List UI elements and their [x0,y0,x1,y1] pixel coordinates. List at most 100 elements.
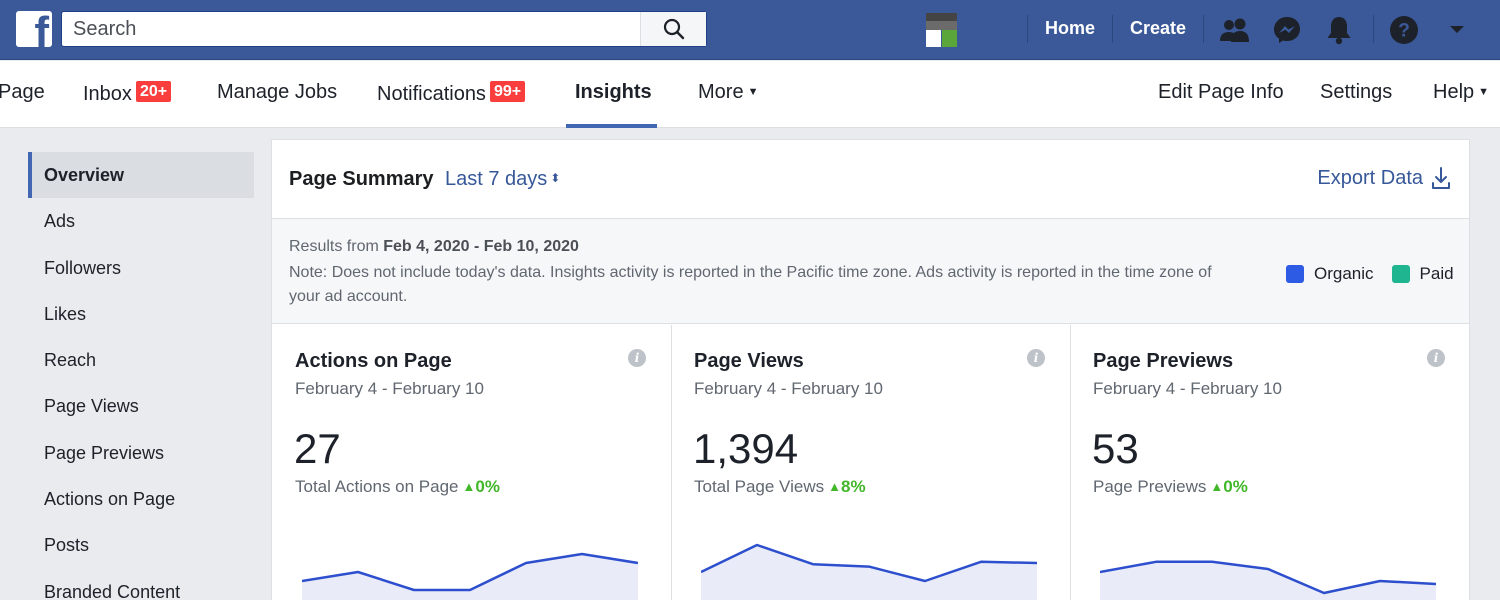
sparkline-line [701,543,1037,583]
metric-change-value: 0% [1223,477,1248,496]
sidebar-item-reach[interactable]: Reach [44,350,97,371]
tab-notifications[interactable]: Notifications 99+ [377,81,526,106]
metric-sub-label: Total Actions on Page [295,477,459,496]
notifications-bell-icon[interactable] [1322,13,1356,47]
search-button[interactable] [640,12,706,46]
sparkline-chart [1100,560,1436,600]
help-question-icon[interactable]: ? [1387,13,1421,47]
account-menu-chevron-icon[interactable] [1440,13,1474,47]
metric-sub-label: Page Previews [1093,477,1207,496]
download-icon [1432,167,1450,189]
nav-divider [1027,15,1028,43]
results-date-range: Results from Feb 4, 2020 - Feb 10, 2020 [289,238,579,256]
triangle-up-icon: ▲ [462,479,476,494]
info-icon[interactable]: i [628,349,646,367]
search-input[interactable] [62,12,640,46]
metric-title: Page Previews [1093,350,1234,372]
legend-organic-label: Organic [1314,264,1374,283]
caret-down-icon: ▼ [747,86,759,98]
top-navigation-bar: f Home Create [0,0,1500,60]
metric-date-range: February 4 - February 10 [1093,379,1282,398]
metric-change: ▲8% [828,477,865,496]
summary-header: Page Summary Last 7 days ⬍ Export Data [272,140,1469,219]
metric-change: ▲0% [463,477,500,496]
metric-sub-label: Total Page Views [694,477,825,496]
sparkline-area [302,554,638,600]
triangle-up-icon: ▲ [828,479,841,494]
sidebar-item-followers[interactable]: Followers [44,257,122,278]
export-data-button[interactable]: Export Data [1317,166,1451,190]
tab-inbox[interactable]: Inbox 20+ [83,81,172,106]
friend-requests-icon[interactable] [1218,13,1252,47]
results-prefix: Results from [289,238,379,255]
svg-text:?: ? [1398,21,1410,42]
metric-subtitle: Page Previews ▲0% [1093,477,1248,497]
page-title: Page Summary [289,168,434,190]
tab-help[interactable]: Help ▼ [1433,81,1489,104]
metric-card-actions-on-page[interactable]: Actions on Page i February 4 - February … [272,325,672,600]
tab-notifications-label: Notifications [377,83,486,105]
sidebar-item-page-views[interactable]: Page Views [44,396,139,417]
sparkline-line [302,552,638,592]
date-range-dropdown[interactable]: Last 7 days ⬍ [445,168,560,191]
caret-down-icon: ▼ [1478,86,1490,98]
sparkline-chart [701,543,1037,600]
metric-change-value: 8% [840,477,866,496]
timezone-note: Note: Does not include today's data. Ins… [289,264,1212,305]
tab-more[interactable]: More ▼ [698,81,758,104]
metric-value: 27 [294,425,341,472]
sidebar-item-likes[interactable]: Likes [44,303,87,324]
search-icon [663,18,684,40]
date-range-label: Last 7 days [445,168,548,190]
tab-edit-page-info[interactable]: Edit Page Info [1158,81,1284,103]
sparkline-chart [302,552,638,600]
results-dates: Feb 4, 2020 - Feb 10, 2020 [383,238,579,255]
metric-subtitle: Total Page Views ▲8% [694,477,866,497]
sidebar-item-branded-content[interactable]: Branded Content [44,581,181,600]
export-data-label: Export Data [1317,166,1423,189]
sidebar-item-page-previews[interactable]: Page Previews [44,442,165,463]
sparkline-line [1100,560,1436,595]
sidebar-item-ads[interactable]: Ads [44,211,76,232]
home-link[interactable]: Home [1045,18,1096,38]
active-tab-indicator [566,124,657,128]
tab-help-label: Help [1433,81,1475,103]
page-profile-thumbnail-icon[interactable] [926,13,957,47]
messenger-icon[interactable] [1270,13,1304,47]
nav-divider [1112,15,1113,43]
results-info-bar: Results from Feb 4, 2020 - Feb 10, 2020 … [272,219,1469,324]
nav-divider [1373,15,1374,43]
metric-value: 53 [1092,425,1139,472]
page-summary-card: Page Summary Last 7 days ⬍ Export Data Re… [271,139,1470,600]
tab-insights[interactable]: Insights [575,81,652,103]
sparkline-area [1100,561,1436,600]
tab-page[interactable]: Page [0,81,45,103]
facebook-logo-icon[interactable]: f [16,11,52,47]
paid-swatch [1391,265,1410,283]
tab-inbox-label: Inbox [83,83,132,105]
insights-sidebar: Overview Ads Followers Likes Reach Page … [28,152,254,600]
sidebar-item-posts[interactable]: Posts [44,535,90,556]
sparkline-area [701,545,1037,600]
metric-date-range: February 4 - February 10 [694,379,883,398]
organic-swatch [1286,265,1304,283]
legend-paid-label: Paid [1419,264,1454,283]
page-tabs-bar: Page Inbox 20+ Manage Jobs Notifications 9… [0,61,1500,128]
inbox-count-badge: 20+ [135,81,172,102]
metric-card-page-previews[interactable]: Page Previews i February 4 - February 10… [1070,325,1470,600]
metric-change-value: 0% [475,477,500,496]
metric-card-page-views[interactable]: Page Views i February 4 - February 10 1,… [671,325,1071,600]
info-icon[interactable]: i [1027,349,1045,367]
sort-arrows-icon: ⬍ [550,171,561,185]
tab-more-label: More [698,81,744,103]
metric-subtitle: Total Actions on Page ▲0% [295,477,500,497]
metric-title: Page Views [694,350,804,372]
sidebar-item-overview[interactable]: Overview [28,152,254,199]
tab-settings[interactable]: Settings [1320,81,1393,103]
create-link[interactable]: Create [1130,18,1187,38]
nav-divider [1203,15,1204,43]
info-icon[interactable]: i [1427,349,1445,367]
tab-manage-jobs[interactable]: Manage Jobs [217,81,338,103]
sidebar-item-actions-on-page[interactable]: Actions on Page [44,489,176,510]
metric-change: ▲0% [1210,477,1247,496]
